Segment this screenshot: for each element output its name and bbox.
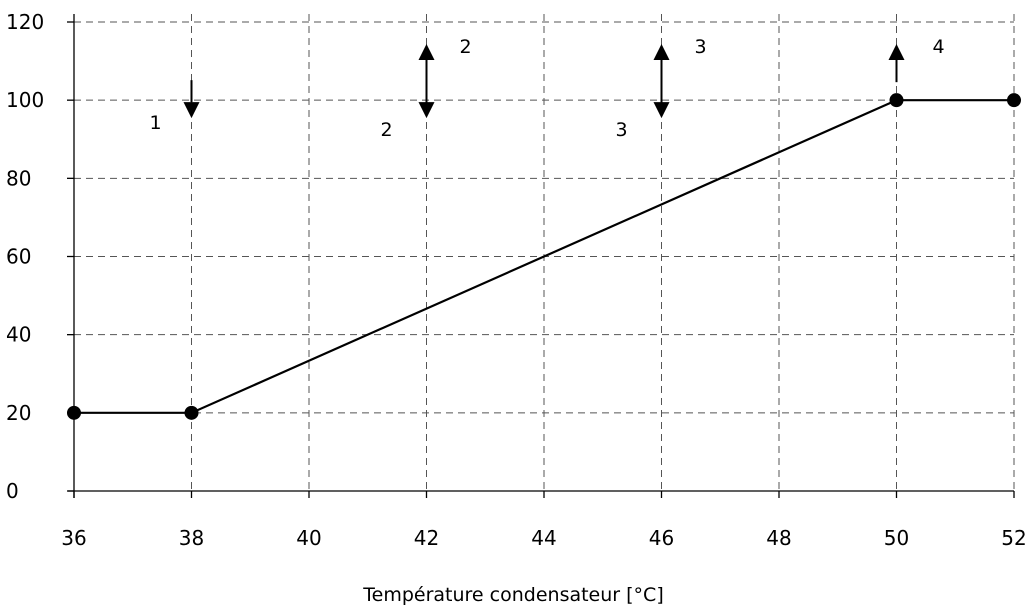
x-tick-label: 42: [414, 526, 439, 550]
y-tick-label: 40: [6, 323, 31, 347]
annotation-label-up: 2: [460, 36, 472, 58]
y-tick-label: 100: [6, 88, 44, 112]
annotation-label: 4: [933, 36, 945, 58]
series: [67, 93, 1021, 420]
annotation-label-down: 2: [381, 119, 393, 141]
x-axis-label: Température condensateur [°C]: [363, 584, 664, 606]
data-point: [184, 405, 199, 420]
data-point: [67, 405, 81, 420]
arrow-up-icon: [418, 44, 435, 60]
x-tick-label: 38: [179, 526, 204, 550]
x-tick-label: 46: [649, 526, 674, 550]
x-tick-label: 36: [61, 526, 86, 550]
annotation-label-up: 3: [695, 36, 707, 58]
y-tick-label: 20: [6, 401, 31, 425]
arrow-up-icon: [653, 44, 670, 60]
y-tick-label: 80: [6, 166, 31, 190]
x-tick-label: 50: [884, 526, 909, 550]
data-point: [1007, 93, 1021, 108]
annotation-label-down: 3: [616, 119, 628, 141]
x-tick-label: 44: [531, 526, 556, 550]
y-tick-label: 0: [6, 479, 19, 503]
arrow-down-icon: [653, 102, 670, 119]
x-tick-label: 48: [766, 526, 791, 550]
series-line: [74, 99, 1014, 414]
annotation-label: 1: [150, 112, 162, 134]
arrow-up-icon: [888, 44, 905, 60]
arrow-down-icon: [418, 102, 435, 119]
y-tick-label: 60: [6, 245, 31, 269]
x-tick-label: 52: [1001, 526, 1026, 550]
data-point: [889, 93, 904, 108]
y-tick-label: 120: [6, 10, 44, 34]
grid: [74, 14, 1015, 491]
x-tick-label: 40: [296, 526, 321, 550]
arrow-down-icon: [183, 102, 200, 119]
annotations: 1 2 2 3 3 4: [150, 36, 945, 141]
